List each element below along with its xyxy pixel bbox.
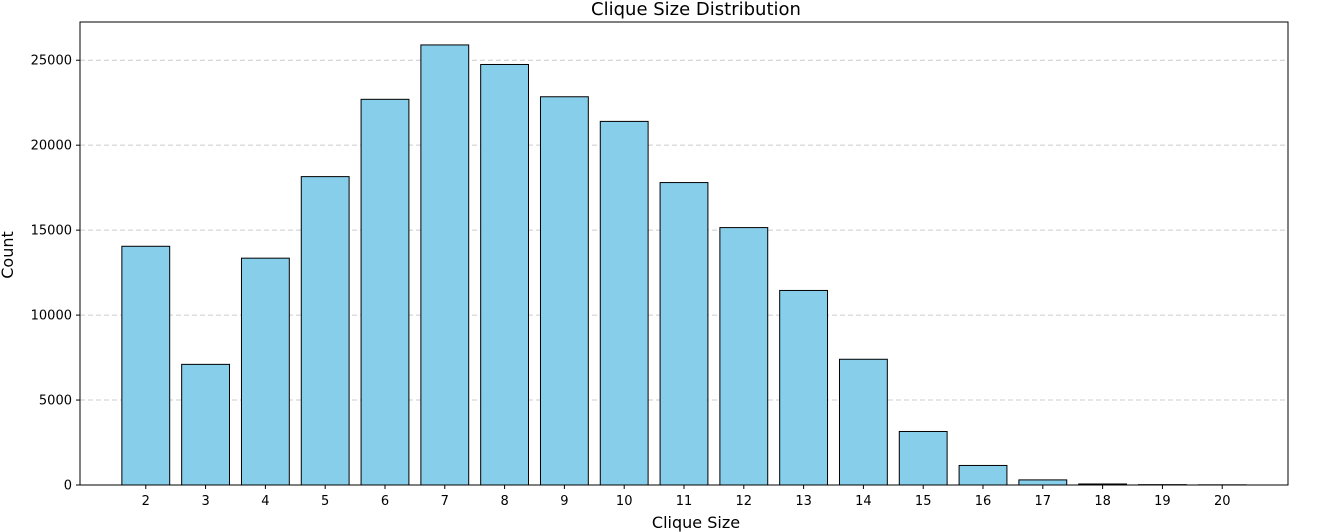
y-tick-label: 20000: [31, 139, 72, 154]
bar-13: [779, 289, 829, 486]
bar-9: [539, 96, 589, 486]
x-tick-label: 13: [795, 494, 812, 509]
x-tick-label: 17: [1035, 494, 1052, 509]
bar-8: [480, 63, 530, 486]
x-axis-ticks: 2 3 4 5 6 7 8 9 10 11 12 13 14 15 16 17 18 19 20: [142, 485, 1231, 509]
chart-title: Clique Size Distribution: [591, 0, 801, 20]
bar-11: [659, 182, 709, 486]
x-tick-label: 18: [1094, 494, 1111, 509]
y-axis-ticks: 0 5000 10000 15000 20000 25000: [31, 54, 80, 494]
x-tick-label: 8: [500, 494, 508, 509]
x-tick-label: 15: [915, 494, 932, 509]
bar-4: [240, 257, 290, 486]
bar-17: [1018, 479, 1068, 486]
x-tick-label: 2: [142, 494, 150, 509]
bar-10: [599, 120, 649, 486]
y-axis-label: Count: [0, 231, 17, 279]
x-tick-label: 14: [855, 494, 872, 509]
bar-5: [300, 176, 350, 486]
y-tick-label: 0: [64, 479, 72, 494]
bar-7: [420, 44, 470, 486]
bar-2: [121, 245, 171, 486]
bar-6: [360, 98, 410, 486]
x-tick-label: 7: [441, 494, 449, 509]
x-tick-label: 19: [1154, 494, 1171, 509]
x-tick-label: 12: [736, 494, 753, 509]
y-tick-label: 15000: [31, 224, 72, 239]
x-tick-label: 4: [261, 494, 269, 509]
y-tick-label: 10000: [31, 309, 72, 324]
y-tick-label: 25000: [31, 54, 72, 69]
x-tick-label: 16: [975, 494, 992, 509]
x-tick-label: 20: [1214, 494, 1231, 509]
x-tick-label: 10: [616, 494, 633, 509]
x-tick-label: 5: [321, 494, 329, 509]
bar-14: [838, 358, 888, 486]
bar-3: [181, 363, 231, 486]
x-tick-label: 9: [560, 494, 568, 509]
x-tick-label: 6: [381, 494, 389, 509]
x-tick-label: 11: [676, 494, 693, 509]
bar-12: [719, 227, 769, 486]
bars: [121, 44, 1247, 486]
y-tick-label: 5000: [39, 394, 72, 409]
x-tick-label: 3: [201, 494, 209, 509]
bar-15: [898, 430, 948, 486]
bar-16: [958, 464, 1008, 486]
x-axis-label: Clique Size: [652, 513, 740, 532]
